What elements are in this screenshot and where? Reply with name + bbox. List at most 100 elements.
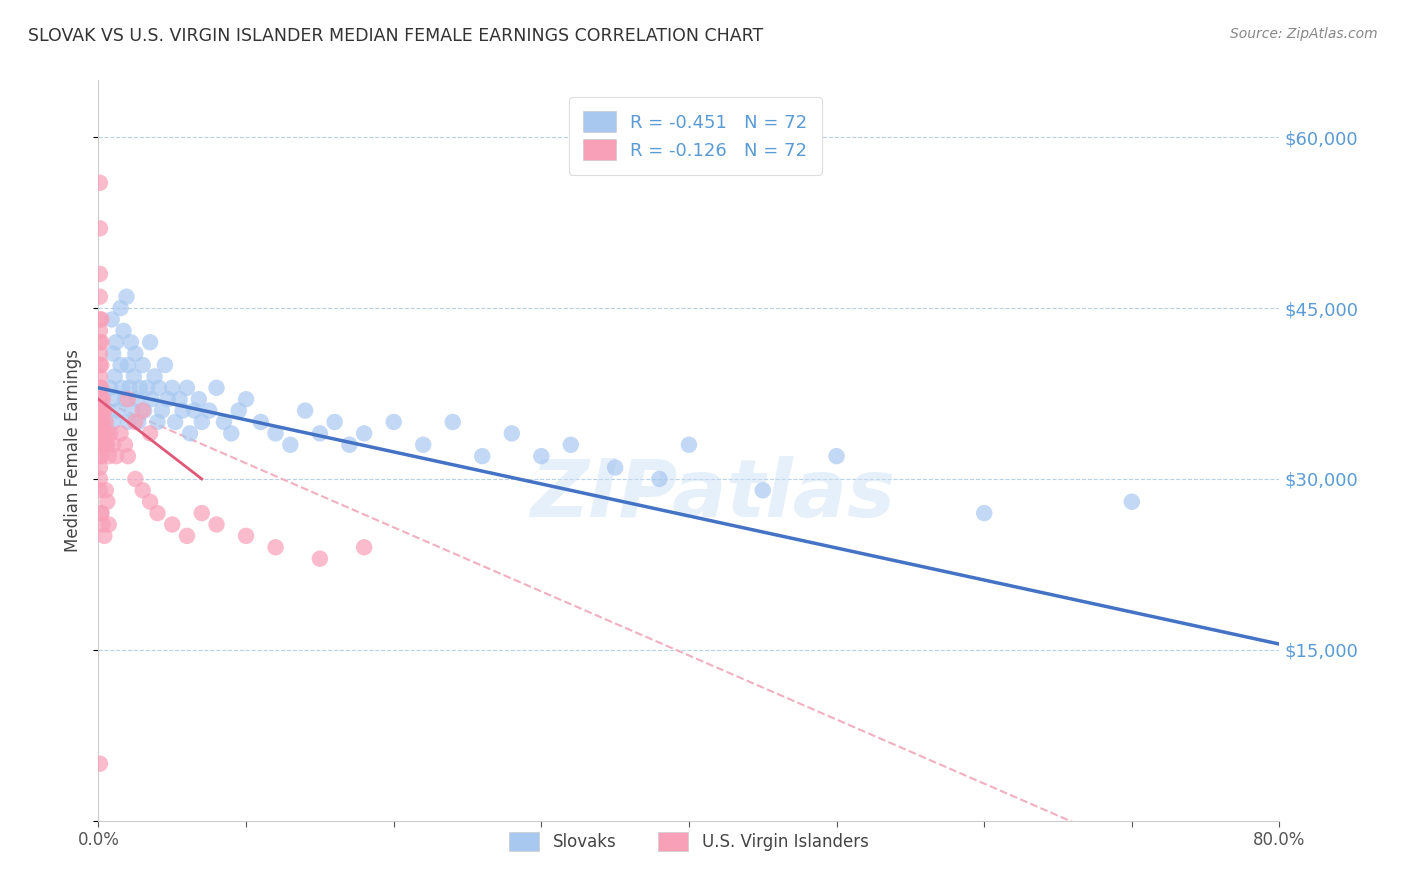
Point	[250, 415, 273, 429]
Point	[132, 403, 155, 417]
Point	[156, 392, 179, 407]
Point	[104, 369, 127, 384]
Point	[91, 403, 114, 417]
Point	[117, 358, 139, 372]
Point	[1121, 494, 1143, 508]
Point	[98, 426, 121, 441]
Point	[176, 529, 198, 543]
Text: Source: ZipAtlas.com: Source: ZipAtlas.com	[1230, 27, 1378, 41]
Point	[89, 415, 111, 429]
Point	[235, 392, 257, 407]
Point	[94, 415, 117, 429]
Point	[382, 415, 405, 429]
Point	[89, 483, 111, 498]
Point	[96, 426, 118, 441]
Point	[90, 506, 112, 520]
Point	[90, 358, 112, 372]
Point	[90, 449, 112, 463]
Point	[146, 415, 169, 429]
Point	[162, 381, 183, 395]
Point	[309, 426, 332, 441]
Point	[97, 449, 120, 463]
Point	[89, 358, 111, 372]
Point	[228, 403, 250, 417]
Point	[89, 381, 111, 395]
Point	[169, 392, 191, 407]
Point	[93, 529, 115, 543]
Point	[103, 438, 125, 452]
Point	[205, 381, 228, 395]
Point	[98, 381, 121, 395]
Point	[103, 392, 125, 407]
Point	[89, 460, 111, 475]
Point	[91, 415, 114, 429]
Point	[90, 381, 112, 395]
Point	[91, 392, 114, 407]
Point	[191, 415, 214, 429]
Point	[105, 449, 128, 463]
Point	[176, 381, 198, 395]
Point	[339, 438, 361, 452]
Point	[103, 415, 125, 429]
Point	[124, 415, 146, 429]
Point	[96, 438, 118, 452]
Point	[118, 381, 141, 395]
Point	[141, 392, 163, 407]
Point	[89, 472, 111, 486]
Point	[112, 324, 135, 338]
Point	[89, 392, 111, 407]
Point	[172, 403, 194, 417]
Point	[309, 551, 332, 566]
Point	[323, 415, 346, 429]
Point	[114, 438, 136, 452]
Point	[183, 403, 205, 417]
Point	[353, 541, 375, 555]
Point	[117, 392, 139, 407]
Point	[412, 438, 434, 452]
Point	[139, 426, 162, 441]
Point	[117, 449, 139, 463]
Point	[294, 403, 316, 417]
Text: SLOVAK VS U.S. VIRGIN ISLANDER MEDIAN FEMALE EARNINGS CORRELATION CHART: SLOVAK VS U.S. VIRGIN ISLANDER MEDIAN FE…	[28, 27, 763, 45]
Point	[103, 346, 125, 360]
Point	[179, 426, 201, 441]
Point	[125, 392, 148, 407]
Point	[530, 449, 553, 463]
Point	[89, 324, 111, 338]
Point	[191, 506, 214, 520]
Point	[143, 369, 166, 384]
Point	[148, 381, 170, 395]
Point	[150, 403, 173, 417]
Point	[124, 472, 146, 486]
Y-axis label: Median Female Earnings: Median Female Earnings	[65, 349, 83, 552]
Point	[124, 346, 146, 360]
Point	[100, 312, 122, 326]
Point	[648, 472, 671, 486]
Point	[678, 438, 700, 452]
Point	[90, 392, 112, 407]
Point	[165, 415, 187, 429]
Point	[90, 426, 112, 441]
Point	[110, 301, 132, 315]
Point	[91, 426, 114, 441]
Point	[280, 438, 302, 452]
Point	[93, 403, 115, 417]
Point	[94, 483, 117, 498]
Point	[973, 506, 995, 520]
Point	[90, 438, 112, 452]
Point	[825, 449, 848, 463]
Point	[605, 460, 627, 475]
Point	[132, 483, 155, 498]
Point	[89, 346, 111, 360]
Point	[117, 415, 139, 429]
Point	[121, 403, 143, 417]
Point	[221, 426, 243, 441]
Point	[122, 369, 145, 384]
Point	[441, 415, 464, 429]
Point	[93, 426, 115, 441]
Point	[91, 438, 114, 452]
Point	[264, 426, 287, 441]
Point	[96, 494, 118, 508]
Point	[97, 517, 120, 532]
Point	[162, 517, 183, 532]
